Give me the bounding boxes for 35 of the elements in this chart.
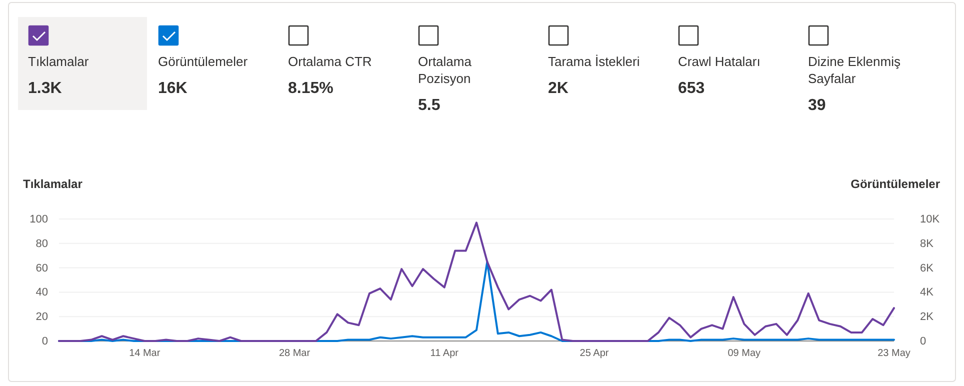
x-tick-label: 09 May (728, 348, 761, 360)
y-tick-label: 80 (36, 238, 48, 250)
category-label: Tıklamalar (28, 54, 90, 69)
y2-tick-label: 0 (920, 336, 926, 348)
x-tick-label: 14 Mar (129, 348, 161, 360)
y2-tick-label: 10K (920, 214, 940, 226)
y-tick-label: 40 (36, 286, 48, 299)
category-label: Ortalama Pozisyon (418, 54, 472, 86)
x-tick-label: 11 Apr (430, 348, 460, 360)
x-tick-label: 28 Mar (278, 348, 311, 360)
line-series (58, 222, 895, 342)
y-tick-label: 60 (36, 262, 48, 274)
text: 1.3K (28, 80, 62, 97)
text: 16K (158, 80, 188, 97)
category-label: Dizine Eklenmiş Sayfalar (808, 54, 901, 86)
category-label: Crawl Hataları (678, 54, 760, 69)
text: 2K (548, 80, 568, 97)
text: 5.5 (418, 97, 440, 114)
x-tick-label: 23 May (878, 348, 910, 360)
x-tick-label: 25 Apr (580, 348, 610, 360)
category-label: Tarama İstekleri (548, 54, 640, 69)
y2-tick-label: 4K (920, 286, 934, 299)
y2-tick-label: 2K (920, 311, 934, 324)
y-axis-title: Tıklamalar (23, 177, 83, 191)
text: 39 (808, 97, 826, 114)
y-tick-label: 100 (30, 214, 48, 226)
y-tick-label: 0 (42, 336, 48, 348)
text: 653 (678, 80, 705, 97)
y-tick-label: 20 (36, 311, 48, 324)
y2-tick-label: 8K (920, 238, 934, 250)
y2-tick-label: 6K (920, 262, 934, 274)
category-label: Ortalama CTR (288, 54, 372, 69)
y2-axis-title: Görüntülemeler (850, 177, 940, 191)
text: 8.15% (288, 80, 334, 97)
category-label: Görüntülemeler (158, 54, 248, 69)
